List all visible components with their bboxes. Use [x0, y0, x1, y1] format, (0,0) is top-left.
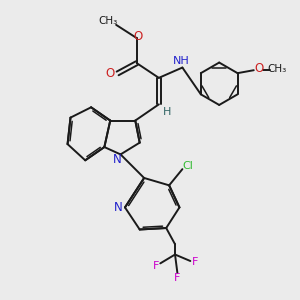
- Text: CH₃: CH₃: [98, 16, 118, 26]
- Text: O: O: [106, 67, 115, 80]
- Text: F: F: [192, 257, 199, 268]
- Text: O: O: [254, 62, 263, 75]
- Text: CH₃: CH₃: [268, 64, 287, 74]
- Text: F: F: [174, 273, 181, 283]
- Text: N: N: [112, 153, 122, 166]
- Text: Cl: Cl: [182, 160, 193, 171]
- Text: H: H: [163, 107, 171, 117]
- Text: O: O: [134, 30, 143, 43]
- Text: NH: NH: [172, 56, 189, 66]
- Text: N: N: [114, 201, 123, 214]
- Text: F: F: [153, 261, 159, 271]
